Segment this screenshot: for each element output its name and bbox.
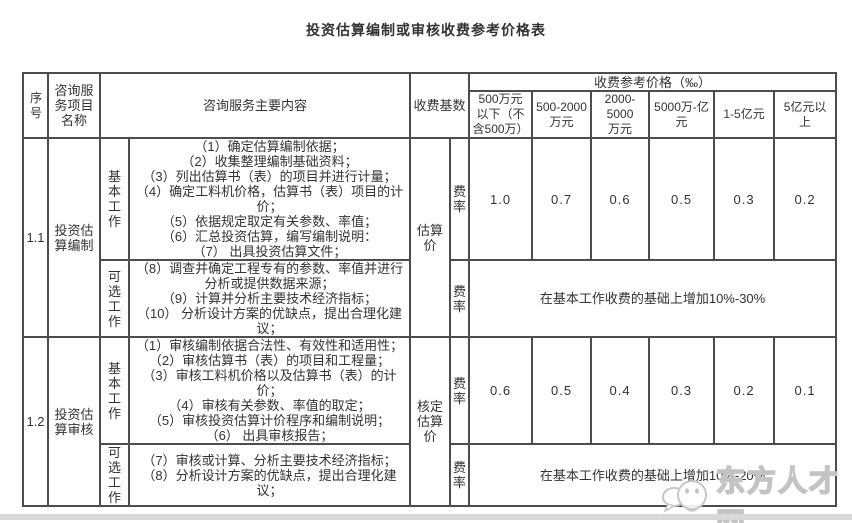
cell-project-1-2: 投资估算审核	[48, 337, 100, 506]
row-1-1-optional: 可选工作 （8）调查并确定工程专有的参数、率值并进行分析或提供数据来源； （9）…	[23, 260, 837, 337]
header-range-6: 5亿元以 上	[774, 91, 837, 138]
cell-rate-1-2-r5: 0.2	[714, 337, 775, 444]
cell-rate-1-2-r3: 0.4	[591, 337, 650, 444]
cell-rate-1-2-r1: 0.6	[469, 337, 533, 444]
header-range-5: 1-5亿元	[714, 91, 775, 138]
page-title: 投资估算编制或审核收费参考价格表	[306, 22, 546, 38]
header-serial: 序号	[23, 73, 48, 138]
cell-ratelabel-1-1-basic: 费率	[450, 138, 470, 260]
fee-table: 序号 咨询服务项目名称 咨询服务主要内容 收费基数 收费参考价格（‰） 500万…	[22, 72, 838, 507]
header-row-ranges: 500万元 以下（不 含500万） 500-2000 万元 2000- 5000…	[23, 91, 837, 138]
cell-rate-1-2-r2: 0.5	[532, 337, 592, 444]
row-1-1-basic: 1.1 投资估算编制 基本工作 （1）确定估算编制依据； （2）收集整理编制基础…	[23, 138, 837, 337]
header-row-group: 序号 咨询服务项目名称 咨询服务主要内容 收费基数 收费参考价格（‰）	[23, 73, 837, 138]
bottom-divider-bar	[0, 514, 852, 520]
row-1-2-optional: 可选工作 （7）审核或计算、分析主要技术经济指标； （8）分析设计方案的优缺点，…	[23, 444, 837, 506]
header-fee-base: 收费基数	[410, 73, 470, 138]
cell-content-1-1-optional: （8）调查并确定工程专有的参数、率值并进行分析或提供数据来源； （9）计算并分析…	[129, 260, 411, 337]
cell-note-1-2: 在基本工作收费的基础上增加10%-20%	[469, 444, 837, 506]
cell-ratelabel-1-1-optional: 费率	[450, 260, 470, 337]
cell-serial-1-1: 1.1	[23, 138, 48, 337]
cell-content-1-1-basic: （1）确定估算编制依据； （2）收集整理编制基础资料； （3）列出估算书（表）的…	[129, 138, 411, 260]
header-range-2: 500-2000 万元	[532, 91, 592, 138]
cell-rate-1-1-r2: 0.7	[532, 138, 592, 260]
cell-rate-1-2-r6: 0.1	[774, 337, 837, 444]
header-range-1: 500万元 以下（不 含500万）	[469, 91, 533, 138]
header-project-name: 咨询服务项目名称	[48, 73, 100, 138]
cell-rate-1-2-r4: 0.3	[649, 337, 715, 444]
cell-rate-1-1-r1: 1.0	[469, 138, 533, 260]
cell-ratelabel-1-2-basic: 费率	[450, 337, 470, 444]
cell-serial-1-2: 1.2	[23, 337, 48, 506]
cell-worktype-1-2-optional: 可选工作	[100, 444, 129, 506]
cell-content-1-2-basic: （1）审核编制依据合法性、有效性和适用性； （2）审核估算书（表）的项目和工程量…	[129, 337, 411, 444]
header-range-4: 5000万-亿 元	[649, 91, 715, 138]
cell-rate-1-1-r5: 0.3	[714, 138, 775, 260]
cell-worktype-1-2-basic: 基本工作	[100, 337, 129, 444]
cell-worktype-1-1-basic: 基本工作	[100, 138, 129, 260]
cell-rate-1-1-r3: 0.6	[591, 138, 650, 260]
header-price-group: 收费参考价格（‰）	[469, 73, 837, 91]
cell-rate-1-1-r6: 0.2	[774, 138, 837, 260]
cell-project-1-1: 投资估算编制	[48, 138, 100, 337]
header-range-3: 2000- 5000 万元	[591, 91, 650, 138]
cell-ratelabel-1-2-optional: 费率	[450, 444, 470, 506]
cell-feebase-1-2: 核定估算价	[410, 337, 451, 506]
cell-rate-1-1-r4: 0.5	[649, 138, 715, 260]
row-1-2-basic: 1.2 投资估算审核 基本工作 （1）审核编制依据合法性、有效性和适用性； （2…	[23, 337, 837, 506]
cell-feebase-1-1: 估算价	[410, 138, 451, 337]
cell-worktype-1-1-optional: 可选工作	[100, 260, 129, 337]
cell-note-1-1: 在基本工作收费的基础上增加10%-30%	[469, 260, 837, 337]
header-service-content: 咨询服务主要内容	[100, 73, 411, 138]
cell-content-1-2-optional: （7）审核或计算、分析主要技术经济指标； （8）分析设计方案的优缺点，提出合理化…	[129, 444, 411, 506]
